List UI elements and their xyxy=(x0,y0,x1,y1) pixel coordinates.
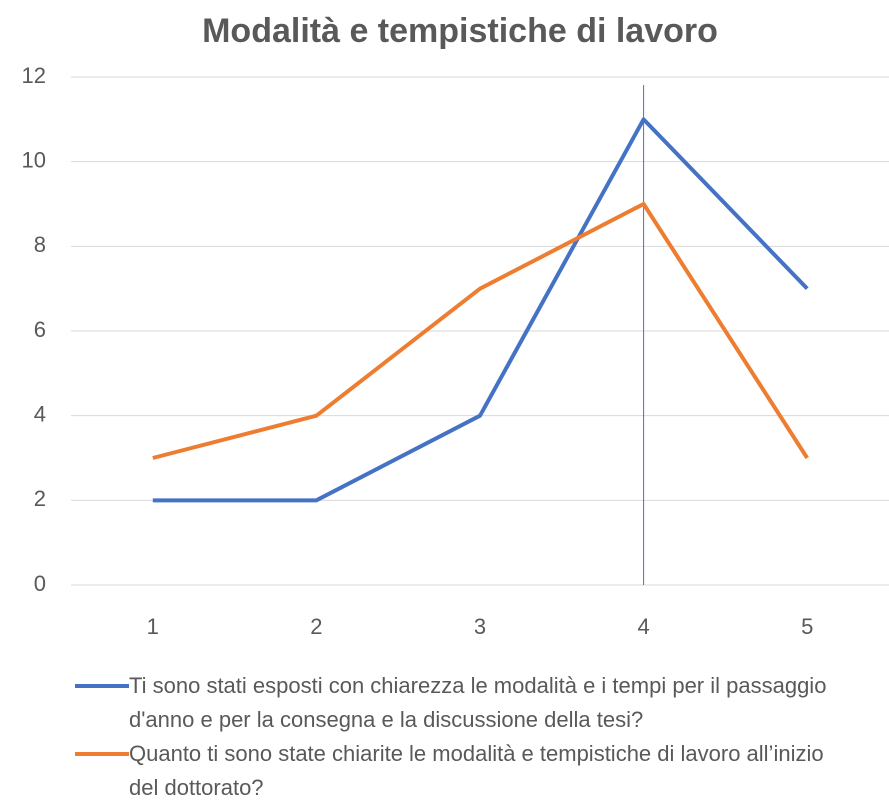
legend-swatch xyxy=(75,684,129,688)
y-tick-label: 6 xyxy=(34,317,46,342)
y-tick-label: 10 xyxy=(22,147,46,172)
line-series xyxy=(152,202,809,460)
x-tick-label: 2 xyxy=(310,614,322,639)
line-series xyxy=(152,117,809,503)
x-tick-label: 1 xyxy=(147,614,159,639)
y-tick-label: 2 xyxy=(34,486,46,511)
x-tick-label: 3 xyxy=(474,614,486,639)
x-tick-label: 5 xyxy=(801,614,813,639)
y-tick-label: 0 xyxy=(34,571,46,596)
y-tick-label: 12 xyxy=(22,63,46,88)
chart: Modalità e tempistiche di lavoro 0 2 4 6 8 10… xyxy=(22,12,889,639)
x-tick-label: 4 xyxy=(637,614,649,639)
legend-swatch xyxy=(75,752,129,756)
y-tick-label: 4 xyxy=(34,401,46,426)
legend-label: Quanto ti sono state chiarite le modalit… xyxy=(129,741,824,800)
legend-label: Ti sono stati esposti con chiarezza le m… xyxy=(129,673,827,732)
legend-entry: Ti sono stati esposti con chiarezza le m… xyxy=(75,669,865,737)
y-tick-label: 8 xyxy=(34,232,46,257)
chart-title: Modalità e tempistiche di lavoro xyxy=(202,12,718,50)
legend-entry: Quanto ti sono state chiarite le modalit… xyxy=(75,737,865,805)
